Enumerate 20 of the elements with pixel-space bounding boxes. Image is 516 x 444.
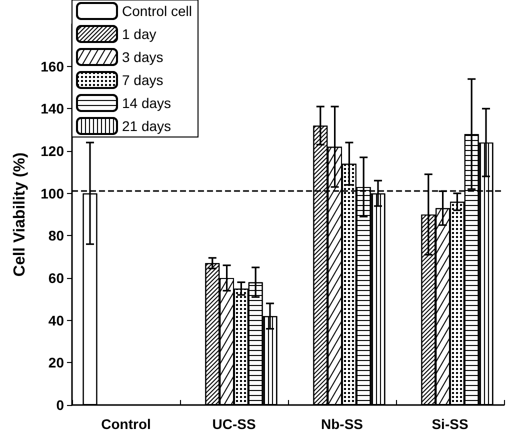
- y-tick-label: 120: [40, 143, 64, 159]
- y-tick-label: 20: [48, 354, 64, 371]
- y-tick-label: 160: [40, 58, 64, 74]
- legend-label: 7 days: [122, 72, 164, 88]
- y-tick-label: 60: [48, 270, 64, 286]
- legend-label: 14 days: [122, 95, 172, 111]
- y-tick-label: 80: [48, 228, 64, 244]
- y-axis-title: Cell Viability (%): [12, 152, 28, 277]
- y-tick-label: 140: [40, 100, 64, 117]
- x-tick-label: Control: [101, 416, 151, 432]
- x-tick-label: Nb-SS: [321, 416, 363, 432]
- legend-label: 21 days: [122, 118, 172, 134]
- legend-label: 1 day: [122, 26, 156, 42]
- legend-label: 3 days: [122, 49, 164, 65]
- y-tick-label: 0: [56, 397, 64, 413]
- x-tick-label: Si-SS: [432, 416, 468, 432]
- y-tick-label: 100: [40, 185, 64, 202]
- legend-label: Control cell: [122, 3, 192, 19]
- x-tick-label: UC-SS: [212, 416, 256, 432]
- y-tick-label: 40: [48, 312, 64, 328]
